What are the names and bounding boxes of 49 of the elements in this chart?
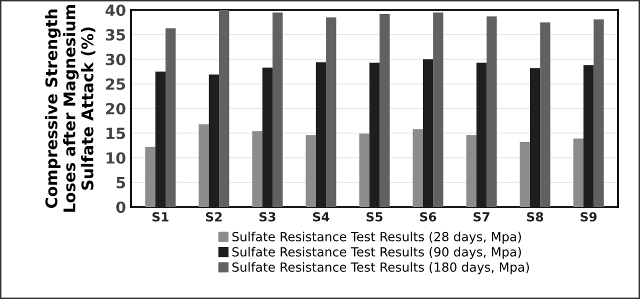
bar: [306, 135, 316, 207]
bar: [380, 14, 390, 207]
bar: [540, 22, 550, 207]
y-tick-label: 20: [106, 102, 126, 115]
y-tick-label: 35: [106, 29, 126, 41]
y-tick-label: 0: [116, 201, 126, 214]
bar: [422, 59, 434, 207]
bar: [198, 124, 209, 207]
y-tick-label: 5: [116, 177, 126, 188]
bar: [262, 68, 273, 207]
x-tick-label: S4: [313, 212, 330, 222]
bar: [145, 146, 156, 207]
bar: [433, 12, 444, 207]
x-tick-label: S8: [527, 212, 544, 222]
y-axis-title: Compressive Strength Loses after Magnesium Sulfate Attack (%): [45, 5, 96, 212]
bar: [272, 12, 283, 207]
bar: [520, 142, 530, 207]
bar: [155, 72, 166, 207]
bar: [219, 10, 230, 207]
x-tick-label: S2: [206, 212, 222, 222]
legend-label: Sulfate Resistance Test Results (28 days, Mpa): [232, 232, 521, 244]
y-tick-label: 15: [106, 128, 126, 140]
bar: [252, 131, 262, 207]
bar: [594, 19, 604, 207]
y-tick-label: 10: [106, 152, 126, 164]
bar: [316, 62, 326, 207]
bar: [369, 62, 380, 207]
bar: [166, 28, 176, 207]
y-tick-label: 25: [106, 78, 126, 90]
bar: [466, 135, 476, 207]
x-tick-label: S3: [260, 212, 276, 222]
legend-label: Sulfate Resistance Test Results (90 days, Mpa): [232, 246, 521, 260]
bar: [583, 65, 594, 207]
x-tick-label: S7: [474, 212, 490, 222]
bar: [208, 74, 220, 207]
y-tick-label: 30: [106, 54, 126, 66]
bar: [412, 129, 423, 207]
y-tick-label: 40: [106, 4, 126, 16]
bar: [476, 62, 487, 207]
bar: [486, 16, 497, 207]
bar: [530, 68, 540, 207]
x-tick-label: S9: [580, 212, 597, 222]
x-tick-label: S5: [366, 212, 382, 222]
legend-label: Sulfate Resistance Test Results (180 days, Mpa): [232, 262, 529, 274]
bar: [573, 138, 584, 207]
x-tick-label: S6: [420, 212, 436, 222]
x-tick-label: S1: [152, 212, 168, 222]
bar: [359, 134, 370, 207]
bar: [326, 17, 336, 207]
